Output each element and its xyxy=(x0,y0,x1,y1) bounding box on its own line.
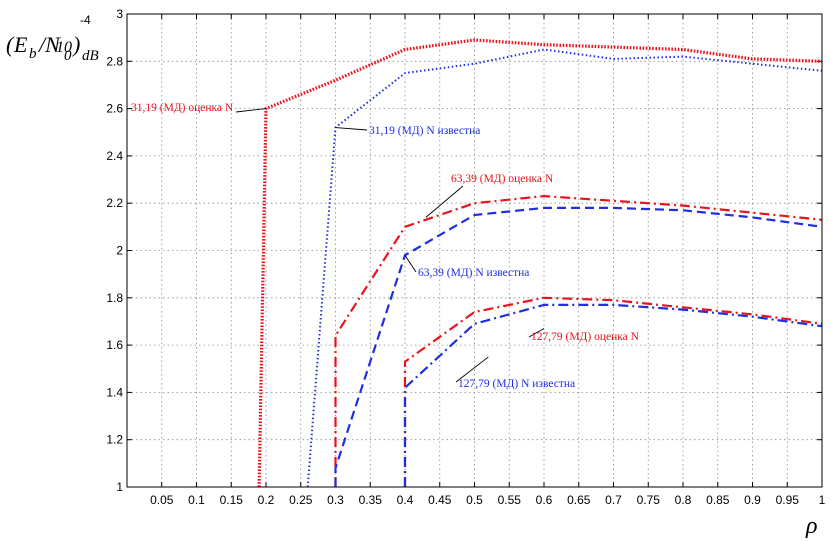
annotation-leader xyxy=(404,254,417,273)
y-tick-label: 2.8 xyxy=(106,54,123,68)
x-tick-label: 0.2 xyxy=(258,493,275,507)
x-tick-label: 0.3 xyxy=(327,493,344,507)
x-tick-label: 0.1 xyxy=(188,493,205,507)
y-axis-title-b: b xyxy=(29,46,37,62)
y-axis-title-zero: 0 xyxy=(64,48,72,64)
tick-labels: 0.05 0.1 0.15 0.2 0.25 0.3 0.35 0.4 0.45 0.5 0.55 0… xyxy=(106,7,825,507)
y-tick-label: 2.2 xyxy=(106,196,123,210)
y-tick-label: 1.2 xyxy=(106,433,123,447)
annotation-label: 127,79 (МД) оценка N xyxy=(531,331,640,343)
annotation-leader xyxy=(335,127,368,131)
x-tick-label: 1 xyxy=(819,493,826,507)
y-axis-title-slash: /N xyxy=(37,32,61,57)
y-tick-label: 1.8 xyxy=(106,291,123,305)
x-tick-label: 0.55 xyxy=(498,493,522,507)
series-line-2 xyxy=(306,48,823,488)
annotation-leader xyxy=(455,356,489,383)
annotation-label: 127,79 (МД) N известна xyxy=(458,378,575,390)
y-tick-label: 2.4 xyxy=(106,149,123,163)
y-multiplier-exponent: -4 xyxy=(80,13,91,27)
annotation-label: 63,39 (МД) оценка N xyxy=(451,173,554,185)
series-line-3 xyxy=(334,195,823,487)
x-tick-label: 0.5 xyxy=(466,493,483,507)
series-line-6 xyxy=(403,303,823,487)
x-tick-label: 0.65 xyxy=(567,493,591,507)
x-tick-label: 0.25 xyxy=(289,493,313,507)
y-tick-label: 2.6 xyxy=(106,102,123,116)
y-axis-title-close: ) xyxy=(71,32,80,57)
series-line-1 xyxy=(257,38,823,488)
y-axis-title-open: ( xyxy=(6,32,15,57)
y-tick-label: 1 xyxy=(116,480,123,494)
annotation-leader xyxy=(425,185,464,218)
x-tick-label: 0.35 xyxy=(359,493,383,507)
y-tick-label: 2 xyxy=(116,244,123,258)
x-tick-label: 0.8 xyxy=(675,493,692,507)
y-tick-label: 3 xyxy=(116,7,123,21)
x-tick-label: 0.75 xyxy=(637,493,661,507)
y-multiplier: 10 xyxy=(56,39,72,56)
annotation-leader xyxy=(235,108,267,113)
plot-frame xyxy=(126,13,823,488)
annotation-label: 31,19 (МД) оценка N xyxy=(131,102,234,114)
y-tick-label: 1.4 xyxy=(106,385,123,399)
y-axis-title-db: dB xyxy=(82,48,99,64)
x-tick-label: 0.85 xyxy=(706,493,730,507)
series-lines xyxy=(257,38,823,488)
annotation-labels: 31,19 (МД) оценка N 31,19 (МД) N известна… xyxy=(131,102,640,390)
y-axis-title: ( E b /N 0 ) dB xyxy=(6,32,99,64)
annotation-label: 31,19 (МД) N известна xyxy=(369,125,480,137)
x-tick-label: 0.4 xyxy=(397,493,414,507)
annotation-leader xyxy=(528,328,545,338)
y-tick-label: 1.6 xyxy=(106,338,123,352)
annotation-label: 63,39 (МД) N известна xyxy=(418,267,529,279)
x-tick-label: 0.05 xyxy=(150,493,174,507)
x-tick-label: 0.45 xyxy=(428,493,452,507)
x-axis-title: ρ xyxy=(805,513,818,539)
grid-lines xyxy=(127,13,823,488)
y-axis-title-e: E xyxy=(13,32,28,57)
x-tick-label: 0.15 xyxy=(220,493,244,507)
annotation-leaders xyxy=(235,108,545,383)
x-tick-label: 0.95 xyxy=(776,493,800,507)
x-tick-label: 0.6 xyxy=(536,493,553,507)
x-tick-label: 0.7 xyxy=(605,493,622,507)
x-tick-label: 0.9 xyxy=(744,493,761,507)
series-line-4 xyxy=(334,206,823,487)
